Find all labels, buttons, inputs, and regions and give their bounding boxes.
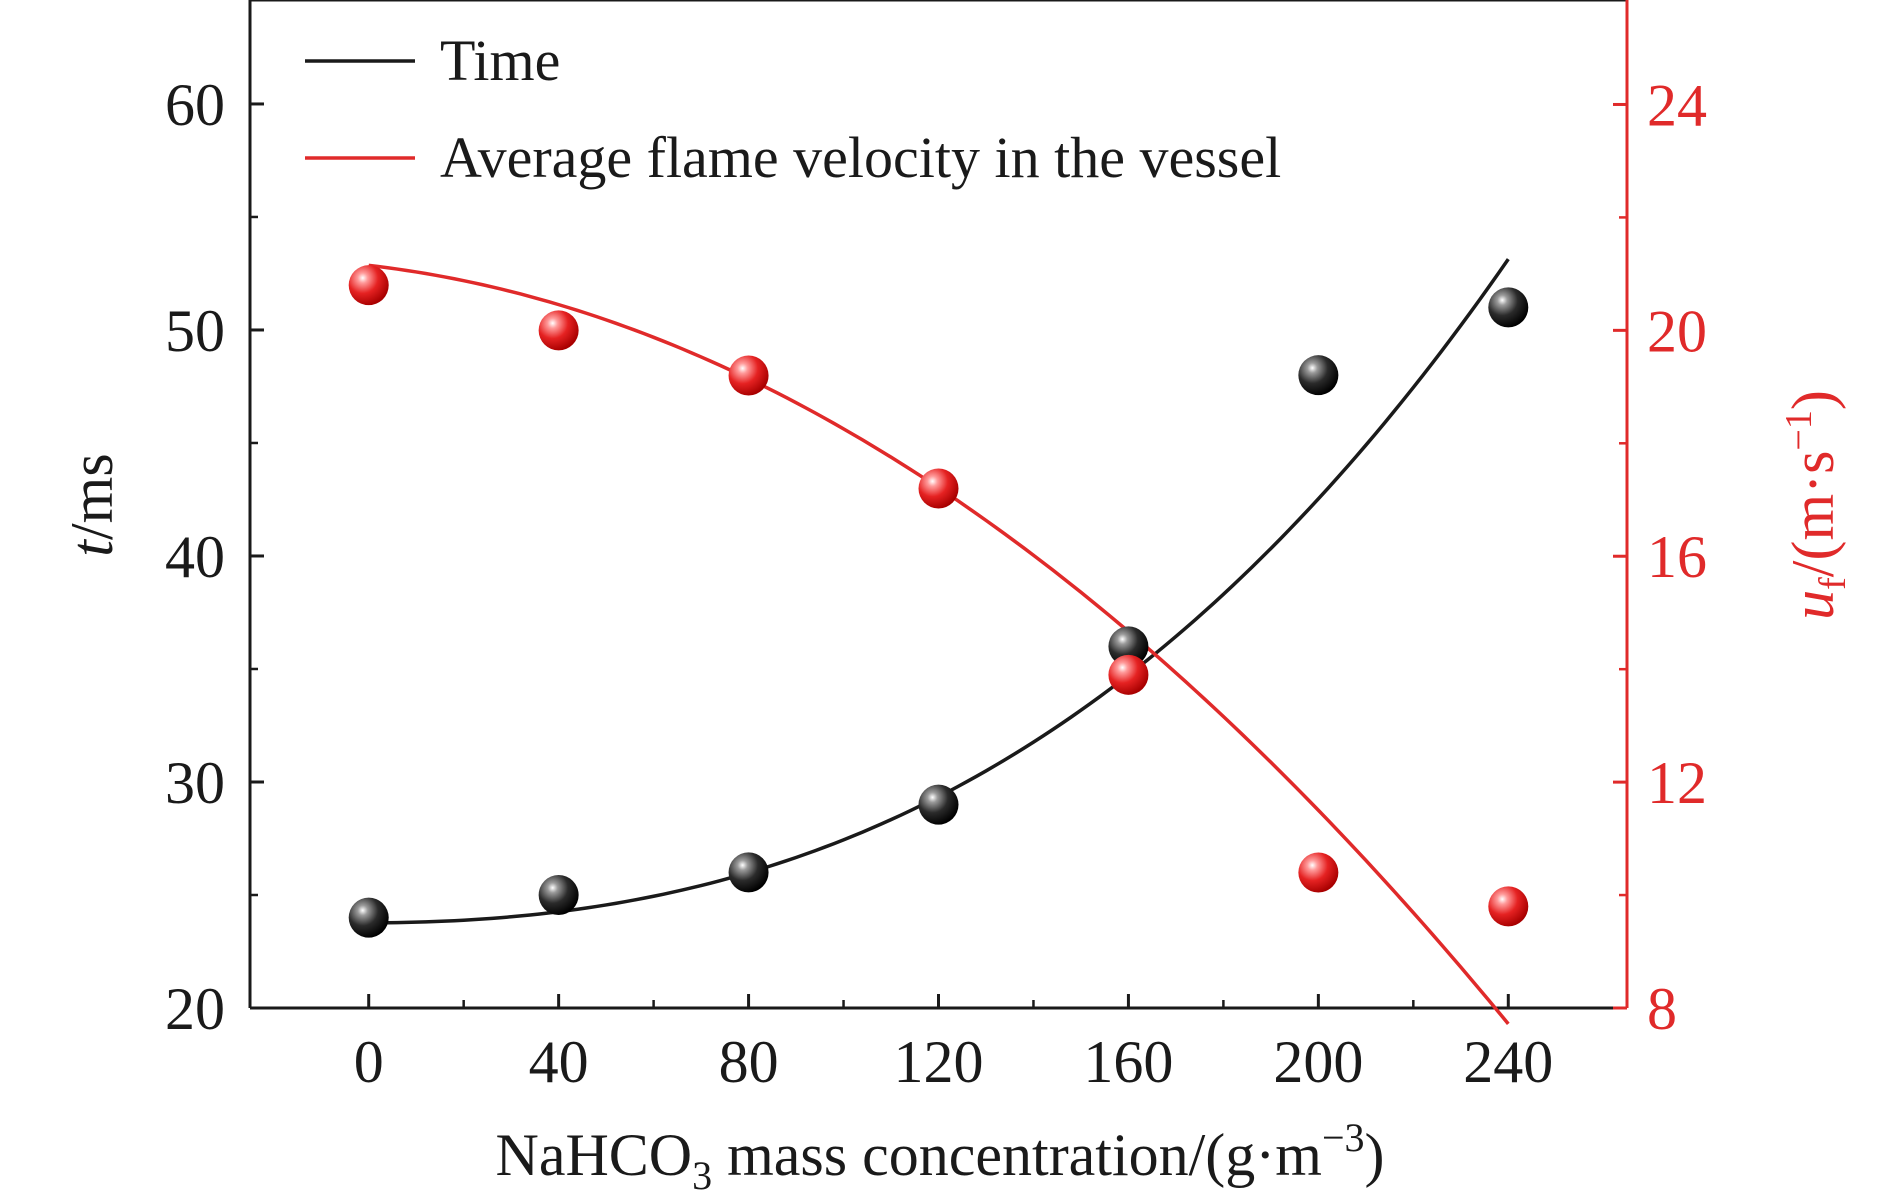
velocity-point [728, 355, 769, 396]
time-point [348, 897, 389, 938]
legend: Time Average flame velocity in the vesse… [305, 28, 1281, 190]
x-tick-label: 120 [894, 1029, 984, 1095]
x-tick-label: 160 [1083, 1029, 1173, 1095]
right-axis-title-end: ) [1780, 390, 1846, 410]
right-tick-label: 20 [1647, 298, 1707, 364]
time-point [1298, 355, 1339, 396]
velocity-point [538, 310, 579, 351]
right-axis-title-rest: /(m·s [1780, 451, 1846, 578]
x-axis-title: NaHCO3 mass concentration/(g·m−3) [495, 1115, 1384, 1194]
right-tick-label: 12 [1647, 750, 1707, 816]
x-tick-label: 0 [354, 1029, 384, 1095]
velocity-point [1298, 852, 1339, 893]
x-tick-label: 80 [719, 1029, 779, 1095]
left-tick-label: 20 [165, 976, 225, 1042]
left-tick-label: 50 [165, 298, 225, 364]
left-axis-title: t/ms [59, 453, 125, 556]
right-tick-label: 24 [1647, 72, 1707, 138]
time-point [538, 874, 579, 915]
x-tick-label: 240 [1463, 1029, 1553, 1095]
data-points [348, 265, 1529, 938]
left-axis-title-rest: /ms [59, 453, 125, 540]
right-axis-ticks: 8 12 16 20 24 [1613, 72, 1707, 1042]
right-tick-label: 8 [1647, 976, 1677, 1042]
x-axis-title-superscript: −3 [1322, 1115, 1365, 1160]
velocity-point [1108, 654, 1149, 695]
velocity-point [1488, 886, 1529, 927]
velocity-point [918, 468, 959, 509]
left-tick-label: 30 [165, 750, 225, 816]
legend-label-time: Time [440, 28, 560, 93]
velocity-point [348, 265, 389, 306]
right-tick-label: 16 [1647, 524, 1707, 590]
right-axis-title-italic: u [1780, 590, 1846, 620]
x-axis-title-subscript: 3 [692, 1153, 712, 1194]
left-axis-ticks: 20 30 40 50 60 [165, 72, 264, 1042]
time-point [728, 852, 769, 893]
x-tick-label: 40 [529, 1029, 589, 1095]
left-axis-title-italic: t [59, 539, 125, 557]
x-axis-ticks: 0 40 80 120 160 200 240 [354, 994, 1553, 1095]
x-axis-title-middle: mass concentration/(g·m [712, 1122, 1322, 1188]
time-point [1108, 626, 1149, 667]
time-point [1488, 287, 1529, 328]
right-axis-title-superscript: −1 [1778, 410, 1820, 450]
x-axis-title-suffix: ) [1365, 1122, 1385, 1188]
time-point [918, 784, 959, 825]
left-tick-label: 40 [165, 524, 225, 590]
legend-label-velocity: Average flame velocity in the vessel [440, 125, 1281, 190]
left-tick-label: 60 [165, 72, 225, 138]
x-tick-label: 200 [1273, 1029, 1363, 1095]
right-axis-title: uf/(m·s−1) [1778, 390, 1854, 620]
x-axis-title-prefix: NaHCO [495, 1122, 692, 1188]
right-axis-title-subscript: f [1812, 577, 1854, 590]
